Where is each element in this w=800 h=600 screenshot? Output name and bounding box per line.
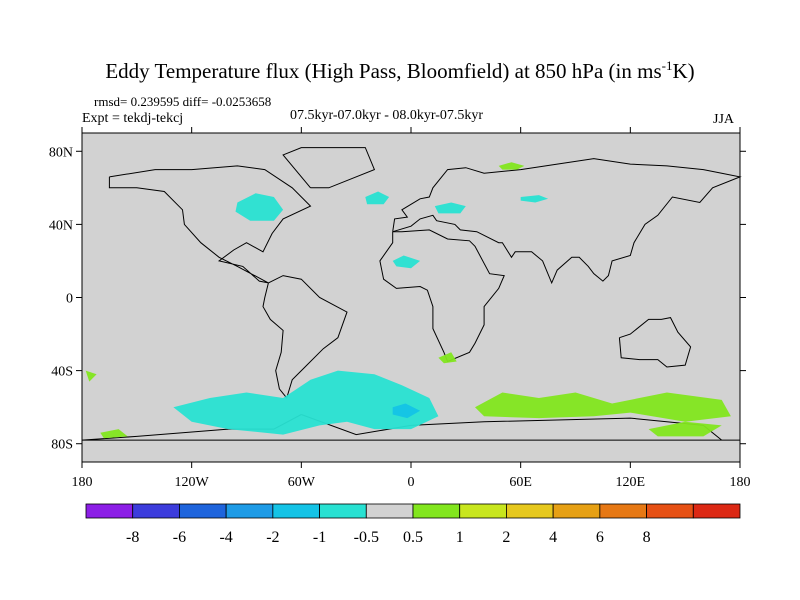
colorbar-label: -0.5	[354, 529, 379, 546]
colorbar-label: -4	[219, 529, 232, 546]
colorbar-label: 0.5	[403, 529, 423, 546]
colorbar-swatch	[552, 503, 601, 519]
colorbar-label: -8	[126, 529, 139, 546]
colorbar-label: -1	[313, 529, 326, 546]
colorbar-swatch	[365, 503, 414, 519]
colorbar-label: 2	[502, 529, 510, 546]
colorbar-swatch	[225, 503, 274, 519]
colorbar-swatch	[132, 503, 180, 519]
coastline-4	[618, 317, 692, 368]
region-indian-ocean-positive	[475, 392, 731, 422]
colorbar-swatch	[319, 503, 367, 519]
colorbar-label: 1	[456, 529, 464, 546]
colorbar-swatch	[459, 503, 507, 519]
x-tick-label: 0	[408, 475, 415, 490]
region-north-america-negative	[235, 193, 284, 221]
colorbar-swatch	[506, 503, 554, 519]
chart-title: Eddy Temperature flux (High Pass, Bloomf…	[105, 58, 695, 83]
coastline-1	[262, 275, 348, 400]
coastline-0	[108, 165, 312, 284]
colorbar-label: 6	[596, 529, 604, 546]
region-southern-ocean-core	[392, 403, 421, 419]
colorbar-label: 8	[643, 529, 651, 546]
colorbar-swatch	[85, 503, 134, 519]
colorbar-swatch	[272, 503, 320, 519]
region-siberia-negative	[520, 195, 549, 203]
colorbar-swatch	[646, 503, 694, 519]
colorbar-label: 4	[549, 529, 557, 546]
x-tick-label: 120W	[175, 475, 210, 490]
period-label: 07.5kyr-07.0kyr - 08.0kyr-07.5kyr	[290, 108, 484, 123]
colorbar-label: -2	[266, 529, 279, 546]
coastline-2	[379, 229, 505, 363]
colorbar-swatch	[599, 503, 647, 519]
colorbar-swatch	[179, 503, 227, 519]
y-tick-label: 40N	[49, 218, 73, 233]
coastline-6	[81, 414, 740, 441]
coastline-3	[392, 158, 742, 285]
x-tick-label: 60E	[509, 475, 532, 490]
experiment-label: Expt = tekdj-tekcj	[82, 111, 184, 126]
region-barents-sea-positive	[498, 162, 525, 170]
y-tick-label: 0	[66, 292, 73, 307]
y-tick-label: 80S	[51, 438, 73, 453]
colorbar-label: -6	[173, 529, 186, 546]
x-tick-label: 120E	[616, 475, 646, 490]
x-tick-label: 180	[730, 475, 751, 490]
season-label: JJA	[713, 112, 735, 127]
rmsd-diff-text: rmsd= 0.239595 diff= -0.0253658	[94, 94, 272, 109]
colorbar-swatch	[412, 503, 461, 519]
region-south-pacific-positive	[85, 370, 97, 382]
y-tick-label: 80N	[49, 145, 73, 160]
region-central-asia-negative	[434, 202, 466, 214]
colorbar-swatch	[692, 503, 741, 519]
region-amundsen-positive	[100, 429, 128, 439]
region-southern-ocean-negative	[173, 370, 439, 435]
region-ross-sea-positive	[648, 421, 722, 437]
region-north-africa-negative	[392, 255, 421, 269]
x-tick-label: 60W	[288, 475, 316, 490]
coastline-5	[282, 147, 376, 189]
y-tick-label: 40S	[51, 365, 73, 380]
region-north-atlantic-negative	[365, 191, 390, 205]
x-tick-label: 180	[72, 475, 93, 490]
region-south-atlantic-positive	[438, 352, 457, 364]
